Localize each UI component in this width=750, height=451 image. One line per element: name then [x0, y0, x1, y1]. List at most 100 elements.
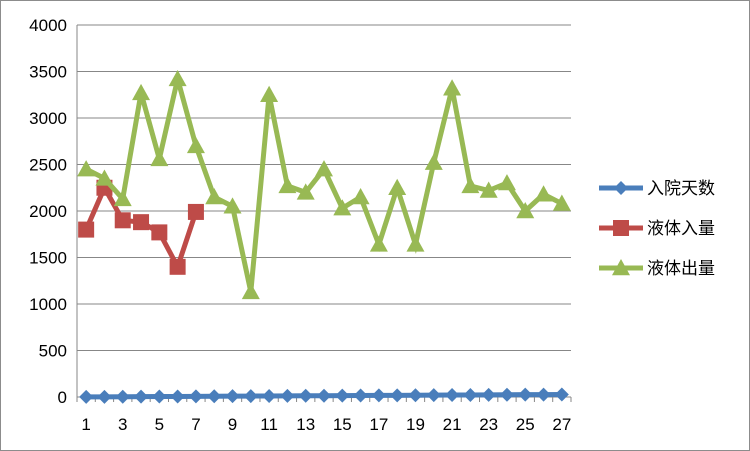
data-point-diamond: [408, 388, 423, 403]
legend-label: 液体出量: [647, 259, 715, 279]
data-point-triangle: [552, 194, 571, 211]
data-point-diamond: [536, 387, 551, 402]
y-tick-label: 2500: [29, 156, 67, 175]
x-tick-label: 17: [369, 415, 388, 434]
data-point-triangle: [278, 176, 297, 194]
x-tick-label: 15: [333, 415, 352, 434]
data-point-triangle: [260, 85, 279, 102]
data-point-diamond: [97, 389, 112, 404]
data-point-diamond: [115, 389, 130, 404]
data-point-triangle: [351, 188, 370, 205]
data-point-diamond: [463, 387, 478, 402]
x-tick-label: 19: [406, 415, 425, 434]
x-tick-label: 21: [443, 415, 462, 434]
data-point-diamond: [207, 389, 222, 404]
data-point-triangle: [296, 183, 315, 200]
legend-marker: [613, 220, 629, 236]
data-point-triangle: [223, 197, 242, 214]
data-point-triangle: [516, 202, 535, 219]
x-tick-label: 9: [228, 415, 237, 434]
data-point-triangle: [186, 136, 205, 154]
legend-marker: [614, 181, 628, 195]
data-point-triangle: [113, 189, 132, 207]
x-tick-label: 1: [81, 415, 90, 434]
y-tick-label: 3000: [29, 109, 67, 128]
data-point-diamond: [243, 389, 258, 404]
data-point-triangle: [205, 188, 224, 205]
data-point-diamond: [554, 387, 569, 402]
x-tick-label: 7: [191, 415, 200, 434]
data-point-triangle: [424, 153, 443, 170]
data-point-triangle: [333, 199, 352, 216]
data-point-triangle: [479, 181, 498, 198]
legend-marker: [612, 259, 630, 276]
data-point-square: [169, 258, 186, 275]
data-point-diamond: [481, 387, 496, 402]
data-point-triangle: [241, 282, 260, 300]
series-3: [77, 69, 571, 300]
legend-label: 液体入量: [647, 219, 715, 239]
data-point-diamond: [499, 387, 514, 402]
data-point-triangle: [443, 79, 462, 96]
y-tick-label: 2000: [29, 202, 67, 221]
data-point-diamond: [188, 389, 203, 404]
series-1: [79, 387, 569, 404]
data-point-diamond: [371, 388, 386, 403]
y-tick-label: 1500: [29, 249, 67, 268]
data-point-diamond: [353, 388, 368, 403]
y-tick-label: 1000: [29, 295, 67, 314]
data-point-triangle: [132, 83, 151, 101]
data-point-diamond: [79, 389, 94, 404]
data-point-square: [78, 221, 95, 238]
legend-item: 液体出量: [599, 259, 715, 279]
data-point-triangle: [150, 149, 169, 167]
y-tick-label: 4000: [29, 16, 67, 35]
data-point-diamond: [152, 389, 167, 404]
x-tick-label: 11: [260, 415, 278, 434]
data-point-triangle: [315, 160, 333, 177]
legend-label: 入院天数: [647, 179, 715, 199]
data-point-diamond: [317, 388, 331, 403]
data-point-triangle: [497, 174, 516, 191]
data-point-diamond: [262, 388, 277, 403]
data-point-triangle: [168, 69, 187, 87]
data-point-diamond: [280, 388, 295, 403]
data-point-triangle: [388, 178, 407, 195]
data-point-triangle: [95, 169, 114, 186]
data-point-diamond: [170, 389, 185, 404]
x-tick-label: 25: [516, 415, 535, 434]
data-point-diamond: [445, 388, 460, 403]
data-point-diamond: [426, 388, 441, 403]
data-point-square: [151, 224, 168, 241]
data-point-triangle: [534, 185, 553, 202]
data-point-triangle: [406, 235, 425, 252]
x-tick-label: 5: [155, 415, 164, 434]
data-point-triangle: [461, 176, 480, 194]
legend-item: 液体入量: [599, 219, 715, 239]
series-2: [78, 179, 204, 275]
data-point-diamond: [134, 389, 149, 404]
data-point-triangle: [369, 235, 388, 252]
x-tick-label: 23: [479, 415, 498, 434]
legend-item: 入院天数: [599, 179, 715, 199]
data-point-diamond: [298, 388, 313, 403]
data-point-square: [114, 212, 131, 229]
y-tick-label: 500: [39, 342, 67, 361]
x-tick-label: 27: [552, 415, 571, 434]
x-tick-label: 3: [118, 415, 127, 434]
data-point-square: [187, 203, 204, 220]
data-point-diamond: [390, 388, 405, 403]
series-layer: [77, 69, 571, 404]
data-point-diamond: [335, 388, 350, 403]
data-point-square: [133, 214, 150, 231]
data-point-diamond: [518, 387, 533, 402]
y-tick-label: 3500: [29, 63, 67, 82]
gridlines: [77, 24, 571, 398]
x-tick-label: 13: [296, 415, 315, 434]
data-point-triangle: [77, 160, 96, 177]
y-tick-label: 0: [58, 388, 67, 407]
